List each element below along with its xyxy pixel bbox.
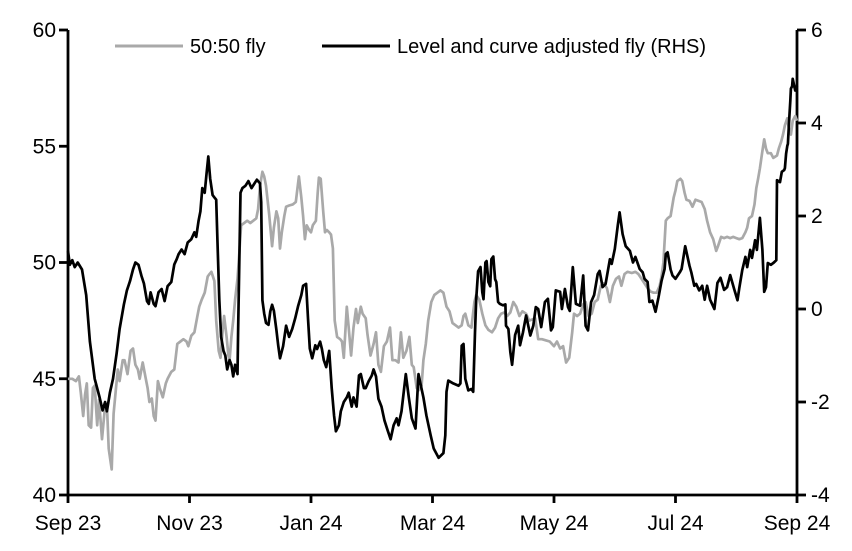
x-axis-tick-label: May 24 [520,512,589,535]
x-axis-tick-label: Sep 23 [35,512,102,535]
left-axis-tick-label: 60 [33,19,56,42]
x-axis-tick-label: Sep 24 [764,512,831,535]
left-axis-tick-label: 45 [33,368,56,391]
series-line-gray [68,114,799,471]
series-lines [66,77,799,471]
axes [59,28,806,503]
x-axis-tick-label: Jul 24 [647,512,703,535]
right-axis-tick-label: 4 [811,112,823,135]
legend-label-5050-fly: 50:50 fly [190,36,266,58]
x-axis-tick-label: Mar 24 [400,512,466,535]
left-axis-tick-label: 50 [33,252,56,275]
left-axis-tick-label: 40 [33,484,56,507]
legend: 50:50 fly Level and curve adjusted fly (… [115,36,706,58]
right-axis-tick-label: 2 [811,205,823,228]
right-axis-tick-label: -4 [811,484,830,507]
legend-label-level-curve-fly: Level and curve adjusted fly (RHS) [397,36,706,58]
x-axis-tick-label: Jan 24 [279,512,342,535]
x-axis-tick-label: Nov 23 [156,512,223,535]
left-axis-tick-label: 55 [33,135,56,158]
right-axis-tick-label: 0 [811,298,823,321]
axis-labels: 60 55 50 45 40 6 4 2 0 -2 -4 Sep 23 Nov 23 Jan 24 Mar … [33,19,831,535]
series-line-black [66,77,799,460]
right-axis-tick-label: 6 [811,19,823,42]
right-axis-tick-label: -2 [811,391,830,414]
